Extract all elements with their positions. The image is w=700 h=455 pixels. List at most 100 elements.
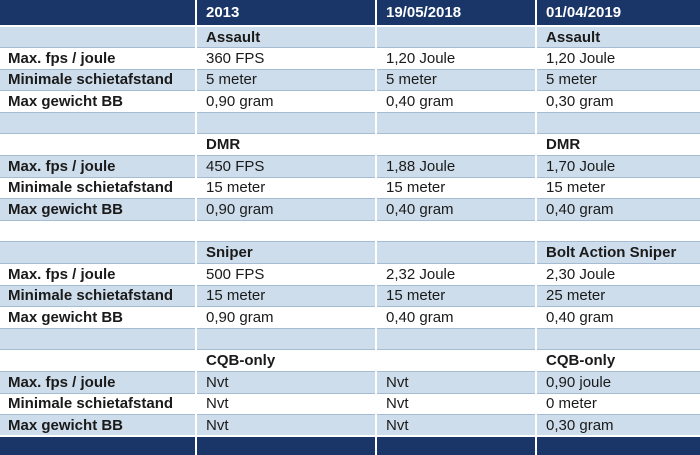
empty-cell	[0, 327, 196, 351]
empty-cell	[535, 220, 700, 242]
row-label-cell: Max. fps / joule	[8, 49, 116, 67]
value-2018-cell: 5 meter	[375, 68, 536, 92]
row-label-cell: Max gewicht BB	[0, 414, 196, 437]
value-2019-cell: 0,30 gram	[535, 90, 700, 113]
section-name-2013: CQB-only	[195, 349, 376, 372]
sniper-bb-row: Max gewicht BB 0,90 gram 0,40 gram 0,40 …	[0, 306, 700, 329]
value-2013-cell: 450 FPS	[195, 155, 376, 178]
row-label-cell: Max. fps / joule	[0, 371, 196, 394]
value-2013-cell: 500 FPS	[195, 263, 376, 286]
row-label-cell	[0, 25, 196, 49]
section-name-2013: Sniper	[195, 241, 376, 265]
section-name-2018	[375, 349, 536, 372]
section-name-2018	[375, 241, 536, 265]
column-header-2018: 19/05/2018	[375, 0, 536, 27]
corner-cell	[0, 0, 196, 27]
value-2018-cell: 15 meter	[375, 284, 536, 308]
value-2018-cell: 0,40 gram	[375, 198, 536, 221]
value-2019-cell: 1,70 Joule	[535, 155, 700, 178]
empty-cell	[375, 220, 536, 242]
value-2013-cell: Nvt	[195, 414, 376, 437]
value-2018-cell: Nvt	[375, 414, 536, 437]
section-name-2019: Assault	[535, 25, 700, 49]
row-label-cell: Minimale schietafstand	[0, 284, 196, 308]
spacer-row-2	[0, 220, 700, 242]
row-label-cell: Minimale schietafstand	[8, 179, 174, 197]
sniper-fps-row: Max. fps / joule 500 FPS 2,32 Joule 2,30…	[0, 263, 700, 286]
assault-bb-row: Max gewicht BB 0,90 gram 0,40 gram 0,30 …	[0, 90, 700, 113]
value-2018-cell: 2,32 Joule	[375, 263, 536, 286]
value-2013-cell: 0,90 gram	[195, 198, 376, 221]
value-2018-cell: 0,40 gram	[375, 306, 536, 329]
section-name-2013: DMR	[195, 133, 376, 156]
value-2019-cell: 1,20 Joule	[535, 47, 700, 70]
value-2019-cell: 2,30 Joule	[535, 263, 700, 286]
empty-cell	[535, 111, 700, 135]
assault-fps-row: Max. fps / joule 360 FPS 1,20 Joule 1,20…	[0, 47, 700, 70]
row-label-cell	[0, 241, 196, 265]
row-label-cell: Max gewicht BB	[8, 93, 124, 111]
value-2019-cell: 5 meter	[535, 68, 700, 92]
empty-cell	[0, 435, 196, 455]
row-label-cell: Max gewicht BB	[0, 198, 196, 221]
value-2013-cell: 15 meter	[195, 284, 376, 308]
cqb-bb-row: Max gewicht BB Nvt Nvt 0,30 gram	[0, 414, 700, 437]
section-name-2019: DMR	[535, 133, 700, 156]
value-2019-cell: 0,40 gram	[535, 306, 700, 329]
empty-cell	[195, 111, 376, 135]
sniper-section-row: Sniper Bolt Action Sniper	[0, 241, 700, 265]
value-2013-cell: 360 FPS	[195, 47, 376, 70]
header-row: 2013 19/05/2018 01/04/2019	[0, 0, 700, 27]
empty-cell	[195, 220, 376, 242]
value-2019-cell: 0,30 gram	[535, 414, 700, 437]
empty-cell	[0, 220, 196, 242]
dmr-distance-row: Minimale schietafstand 15 meter 15 meter…	[0, 177, 700, 199]
section-name-2019: CQB-only	[535, 349, 700, 372]
column-header-2019: 01/04/2019	[535, 0, 700, 27]
row-label-cell: Minimale schietafstand	[8, 395, 174, 413]
assault-section-row: Assault Assault	[0, 25, 700, 49]
empty-cell	[375, 111, 536, 135]
cqb-fps-row: Max. fps / joule Nvt Nvt 0,90 joule	[0, 371, 700, 394]
section-name-2013: Assault	[195, 25, 376, 49]
section-name-2019: Bolt Action Sniper	[535, 241, 700, 265]
dmr-section-row: DMR DMR	[0, 133, 700, 156]
row-label-cell: Minimale schietafstand	[0, 68, 196, 92]
value-2019-cell: 25 meter	[535, 284, 700, 308]
cqb-distance-row: Minimale schietafstand Nvt Nvt 0 meter	[0, 393, 700, 415]
value-2018-cell: 15 meter	[375, 177, 536, 199]
value-2013-cell: 0,90 gram	[195, 90, 376, 113]
empty-cell	[375, 327, 536, 351]
column-header-2013: 2013	[195, 0, 376, 27]
assault-distance-row: Minimale schietafstand 5 meter 5 meter 5…	[0, 68, 700, 92]
row-label-cell: Max gewicht BB	[8, 309, 124, 327]
value-2019-cell: 0,90 joule	[535, 371, 700, 394]
empty-cell	[535, 327, 700, 351]
spacer-row-3	[0, 327, 700, 351]
empty-cell	[375, 435, 536, 455]
empty-cell	[195, 435, 376, 455]
value-2018-cell: Nvt	[375, 371, 536, 394]
spacer-row-1	[0, 111, 700, 135]
sniper-distance-row: Minimale schietafstand 15 meter 15 meter…	[0, 284, 700, 308]
cqb-section-row: CQB-only CQB-only	[0, 349, 700, 372]
value-2019-cell: 15 meter	[535, 177, 700, 199]
row-label-cell: Max. fps / joule	[0, 155, 196, 178]
empty-cell	[535, 435, 700, 455]
value-2019-cell: 0 meter	[535, 393, 700, 415]
empty-cell	[195, 327, 376, 351]
row-label-cell: Max. fps / joule	[8, 265, 116, 283]
row-label-cell	[0, 134, 196, 156]
dmr-fps-row: Max. fps / joule 450 FPS 1,88 Joule 1,70…	[0, 155, 700, 178]
value-2018-cell: 1,20 Joule	[375, 47, 536, 70]
value-2019-cell: 0,40 gram	[535, 198, 700, 221]
row-label-cell	[0, 350, 196, 372]
dmr-bb-row: Max gewicht BB 0,90 gram 0,40 gram 0,40 …	[0, 198, 700, 221]
value-2013-cell: Nvt	[195, 371, 376, 394]
value-2018-cell: 1,88 Joule	[375, 155, 536, 178]
value-2013-cell: 0,90 gram	[195, 306, 376, 329]
value-2013-cell: Nvt	[195, 393, 376, 415]
empty-cell	[0, 111, 196, 135]
